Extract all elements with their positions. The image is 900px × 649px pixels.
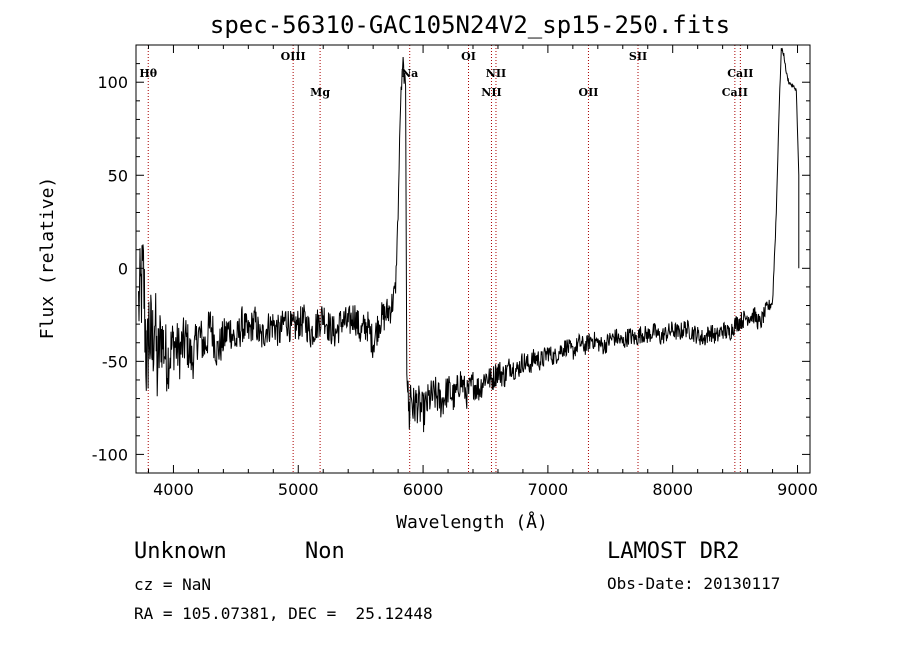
y-axis-ticks: -100 -50 0 50 100 [92,44,810,474]
object-class: Unknown [134,539,227,564]
x-tick-label: 9000 [777,480,818,499]
spectral-line-label: OI [461,50,476,63]
y-tick-label: -100 [92,445,128,464]
spectral-line-label: NII [486,67,506,80]
x-tick-label: 4000 [153,480,194,499]
spectral-line-label: OIII [281,50,306,63]
y-tick-label: 0 [118,259,128,278]
x-tick-label: 7000 [528,480,569,499]
x-tick-label: 8000 [652,480,693,499]
x-axis-ticks: 4000 5000 6000 7000 8000 9000 [147,45,818,499]
spectral-line-label: CaII [722,86,748,99]
x-tick-label: 6000 [403,480,444,499]
spectral-line-label: CaII [727,67,753,80]
redshift-readout: cz = NaN [134,575,212,594]
y-tick-label: 100 [97,73,128,92]
coordinates-readout: RA = 105.07381, DEC = 25.12448 [134,604,433,623]
spectral-line-label: NII [481,86,501,99]
x-axis-label: Wavelength (Å) [396,511,548,533]
x-tick-label: 5000 [278,480,319,499]
observation-date: Obs-Date: 20130117 [607,574,781,593]
survey-name: LAMOST DR2 [607,539,740,564]
spectral-line-label: SII [629,50,647,63]
spectral-line-label: Hθ [139,67,157,80]
y-tick-label: -50 [102,352,128,371]
y-tick-label: 50 [108,166,128,185]
y-axis-label: Flux (relative) [37,177,58,340]
spectrum-series-line [138,47,800,433]
chart-title: spec-56310-GAC105N24V2_sp15-250.fits [210,11,730,39]
plot-frame [135,44,811,474]
spectral-line-label: Mg [310,86,330,99]
object-subclass: Non [305,539,345,564]
spectral-line-label: OII [579,86,599,99]
